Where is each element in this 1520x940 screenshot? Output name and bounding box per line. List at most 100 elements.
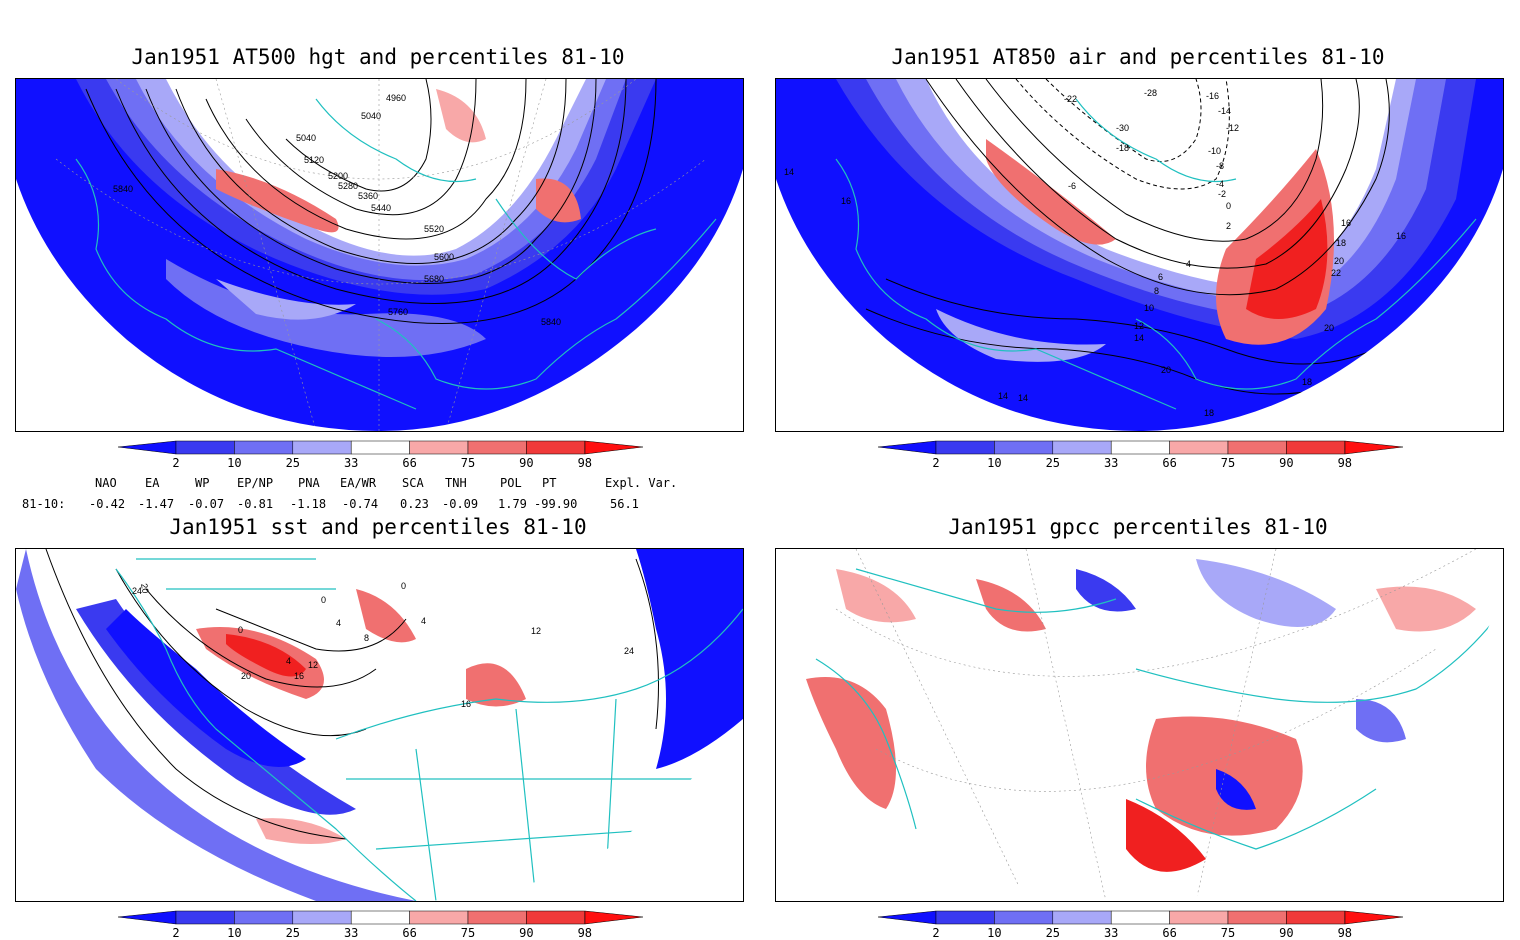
colorbar-arrow-high [1344,910,1404,925]
contour-label: 12 [308,660,318,670]
colorbar-tick-label: 33 [343,456,359,470]
tele-value: -99.90 [534,497,578,511]
contour-label: -22 [1064,94,1077,104]
colorbar-tick-label: 66 [1162,456,1177,470]
colorbar-tick-label: 2 [172,456,180,470]
colorbar-tick-label: 98 [1337,456,1353,470]
contour-label: 4 [1186,259,1191,269]
contour-label: 2 [1226,221,1231,231]
colorbar-segment [1227,440,1287,455]
tele-value: 0.23 [400,497,429,511]
colorbar-segment [350,440,410,455]
colorbar-tick-label: 33 [343,926,359,940]
contour-label: 5120 [304,155,324,165]
colorbar-arrow-low [117,910,177,925]
colorbar-segment [175,440,235,455]
contour-label: 0 [401,581,406,591]
colorbar-tick-label: 10 [227,926,242,940]
colorbar-tick-label: 66 [1162,926,1177,940]
colorbar-tick-label: 90 [519,926,534,940]
contour-label: 18 [1302,377,1312,387]
contour-label: 16 [461,699,471,709]
panel-title-hgt500: Jan1951 AT500 hgt and percentiles 81-10 [131,45,625,69]
map-panel-sst: 24 20 0 0 4 8 0 4 16 12 20 4 16 12 24 [15,548,744,902]
contour-label: 5360 [358,191,378,201]
contour-label: 5040 [361,111,381,121]
tele-header: SCA [402,476,424,490]
contour-label: 4960 [386,93,406,103]
colorbar-tick-label: 33 [1103,456,1119,470]
colorbar-segment [1169,440,1229,455]
colorbar-tick-label: 66 [402,926,417,940]
colorbar-tick-label: 25 [1045,456,1061,470]
tele-header: PNA [298,476,320,490]
colorbar-arrow-high [584,910,644,925]
colorbar-segment [409,440,469,455]
colorbar-tick-label: 75 [460,926,476,940]
tele-value: -0.09 [442,497,479,511]
contour-label: 6 [1158,272,1163,282]
tele-row-label: 81-10: [22,497,66,511]
contour-label: 14 [1018,393,1028,403]
contour-label: 14 [784,167,794,177]
colorbar-arrow-low [877,440,937,455]
contour-label: -12 [1226,123,1239,133]
tele-value: 1.79 [498,497,527,511]
contour-label: 5840 [541,317,561,327]
colorbar-segment [467,910,527,925]
contour-label: 4 [421,616,426,626]
colorbar-segment [1110,910,1170,925]
colorbar-tick-label: 90 [519,456,534,470]
colorbar-segment [234,440,294,455]
contour-label: 18 [1204,408,1214,418]
colorbar-segment [935,910,995,925]
colorbar-tick-label: 75 [460,456,476,470]
colorbar-arrow-high [584,440,644,455]
colorbar-tick-label: 2 [172,926,180,940]
tele-header: EP/NP [237,476,274,490]
colorbar-arrow-low [877,910,937,925]
colorbar-tick-label: 66 [402,456,417,470]
colorbar-segment [467,440,527,455]
contour-label: -16 [1206,91,1219,101]
colorbar-tick-label: 2 [932,926,940,940]
tele-header: TNH [445,476,467,490]
colorbar-segment [409,910,469,925]
tele-value: -1.18 [290,497,327,511]
colorbar-segment [994,440,1054,455]
contour-label: 12 [1134,321,1144,331]
tele-header: EA/WR [340,476,377,490]
contour-label: 5440 [371,203,391,213]
colorbar-segment [350,910,410,925]
colorbar-segment [526,440,586,455]
colorbar-segment [175,910,235,925]
contour-label: -8 [1216,161,1224,171]
tele-header: EA [145,476,160,490]
contour-label: 20 [1161,365,1171,375]
contour-label: 24 [132,586,142,596]
colorbar-tick-label: 25 [1045,926,1061,940]
colorbar-tick-label: 25 [285,926,301,940]
tele-value: -1.47 [138,497,175,511]
colorbar-tick-label: 90 [1279,926,1294,940]
colorbar-sst: 2 10 25 33 66 75 90 98 [117,910,644,940]
contour-label: -30 [1116,123,1129,133]
contour-label: -4 [1216,179,1224,189]
colorbar-tick-label: 2 [932,456,940,470]
contour-label: 5520 [424,224,444,234]
colorbar-segment [1169,910,1229,925]
colorbar-tick-label: 98 [1337,926,1353,940]
contour-label: 4 [286,656,291,666]
colorbar-tick-label: 90 [1279,456,1294,470]
panel-title-sst: Jan1951 sst and percentiles 81-10 [169,515,587,539]
colorbar-tick-label: 25 [285,456,301,470]
tele-value: -0.74 [342,497,379,511]
colorbar-tick-label: 10 [987,926,1002,940]
colorbar-gpcc: 2 10 25 33 66 75 90 98 [877,910,1404,940]
colorbar-segment [234,910,294,925]
colorbar-tick-label: 98 [577,926,593,940]
contour-label: 20 [241,671,251,681]
contour-label: -2 [1218,189,1226,199]
contour-label: -6 [1068,181,1076,191]
contour-label: 5280 [338,181,358,191]
